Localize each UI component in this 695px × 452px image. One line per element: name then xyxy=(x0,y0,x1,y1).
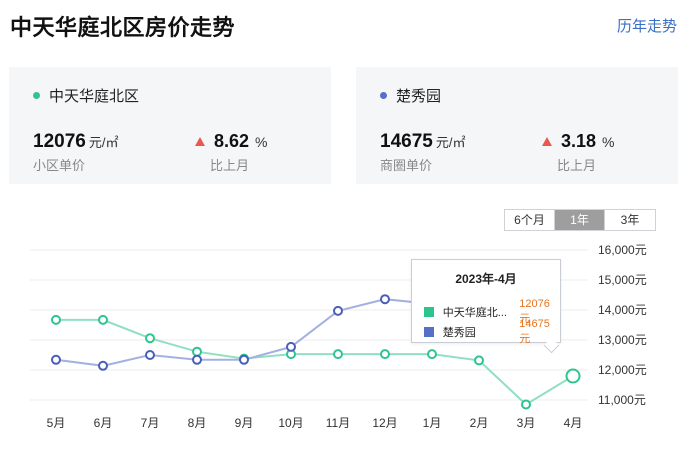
district-change: 3.18% xyxy=(542,131,615,152)
legend-swatch-icon xyxy=(424,307,434,317)
series-line-0 xyxy=(56,318,574,406)
x-tick-label: 12月 xyxy=(372,416,397,430)
community-dot-icon xyxy=(33,92,40,99)
x-tick-label: 1月 xyxy=(423,416,442,430)
y-tick-label: 12,000元 xyxy=(598,363,647,377)
district-price-label: 商圈单价 xyxy=(380,158,433,173)
price-trend-chart: 16,000元 15,000元 14,000元 13,000元 12,000元 11,00… xyxy=(30,243,647,430)
up-arrow-icon xyxy=(542,137,552,146)
data-point[interactable] xyxy=(333,305,343,316)
y-tick-label: 11,000元 xyxy=(598,393,646,407)
community-change-value: 8.62 xyxy=(214,131,250,151)
community-change-label: 比上月 xyxy=(210,158,250,173)
time-range-tabs: 6个月 1年 3年 xyxy=(504,209,656,231)
legend-swatch-icon xyxy=(424,327,434,337)
data-point[interactable] xyxy=(474,355,484,366)
data-point[interactable] xyxy=(192,354,202,365)
page-title: 中天华庭北区房价走势 xyxy=(10,15,236,40)
data-point[interactable] xyxy=(98,360,108,371)
district-change-label: 比上月 xyxy=(557,158,597,173)
community-price-label: 小区单价 xyxy=(33,158,86,173)
data-point[interactable] xyxy=(145,350,155,360)
district-price-unit: 元/㎡ xyxy=(435,135,466,150)
x-tick-label: 10月 xyxy=(278,416,303,430)
data-point[interactable] xyxy=(333,349,343,360)
data-point[interactable] xyxy=(427,349,437,360)
data-point[interactable] xyxy=(98,314,108,325)
x-tick-label: 9月 xyxy=(235,416,254,430)
chart-tooltip: 2023年-4月 中天华庭北... 12076元 楚秀园 14675元 xyxy=(411,259,561,346)
data-point[interactable] xyxy=(380,294,390,305)
x-tick-label: 7月 xyxy=(141,416,160,430)
tooltip-row: 楚秀园 14675元 xyxy=(424,318,560,346)
district-name: 楚秀园 xyxy=(396,88,442,105)
community-change: 8.62% xyxy=(195,131,268,152)
district-change-unit: % xyxy=(602,133,615,150)
x-tick-label: 5月 xyxy=(47,416,66,430)
x-tick-label: 8月 xyxy=(188,416,207,430)
community-name: 中天华庭北区 xyxy=(49,88,140,105)
y-tick-label: 13,000元 xyxy=(598,333,647,347)
x-tick-label: 11月 xyxy=(326,416,350,430)
tooltip-title: 2023年-4月 xyxy=(455,272,517,286)
data-point[interactable] xyxy=(239,354,249,365)
data-point[interactable] xyxy=(145,333,155,344)
community-price-card: 中天华庭北区 12076 元/㎡ 小区单价 8.62% 比上月 xyxy=(9,67,331,184)
tooltip-series-value: 14675元 xyxy=(519,318,550,345)
data-point[interactable] xyxy=(521,399,531,410)
data-point[interactable] xyxy=(380,349,390,360)
tooltip-series-name: 中天华庭北... xyxy=(442,307,507,319)
data-point[interactable] xyxy=(565,368,581,384)
district-price-value: 14675 xyxy=(380,131,433,152)
y-tick-label: 16,000元 xyxy=(598,243,647,257)
up-arrow-icon xyxy=(195,137,205,146)
history-trend-link[interactable]: 历年走势 xyxy=(616,18,677,35)
tooltip-series-name: 楚秀园 xyxy=(442,327,476,339)
data-point[interactable] xyxy=(51,354,61,365)
x-tick-label: 6月 xyxy=(94,416,113,430)
y-tick-label: 14,000元 xyxy=(598,303,647,317)
district-price: 14675 元/㎡ xyxy=(380,131,465,153)
data-point[interactable] xyxy=(192,346,202,357)
data-point[interactable] xyxy=(51,314,61,325)
y-tick-label: 15,000元 xyxy=(598,273,647,287)
data-point[interactable] xyxy=(286,341,296,352)
tab-6-months[interactable]: 6个月 xyxy=(505,210,555,230)
tooltip-row: 中天华庭北... 12076元 xyxy=(424,298,560,326)
community-price-unit: 元/㎡ xyxy=(88,135,119,150)
tab-1-year[interactable]: 1年 xyxy=(555,210,605,230)
tooltip-series-value: 12076元 xyxy=(519,298,550,325)
x-tick-label: 3月 xyxy=(517,416,536,430)
district-change-value: 3.18 xyxy=(561,131,597,151)
community-change-unit: % xyxy=(255,133,268,150)
community-price: 12076 元/㎡ xyxy=(33,131,118,153)
x-tick-label: 2月 xyxy=(470,416,489,430)
community-price-value: 12076 xyxy=(33,131,86,152)
x-tick-label: 4月 xyxy=(564,416,583,430)
tab-3-years[interactable]: 3年 xyxy=(605,210,655,230)
district-dot-icon xyxy=(380,92,387,99)
district-price-card: 楚秀园 14675 元/㎡ 商圈单价 3.18% 比上月 xyxy=(356,67,678,184)
